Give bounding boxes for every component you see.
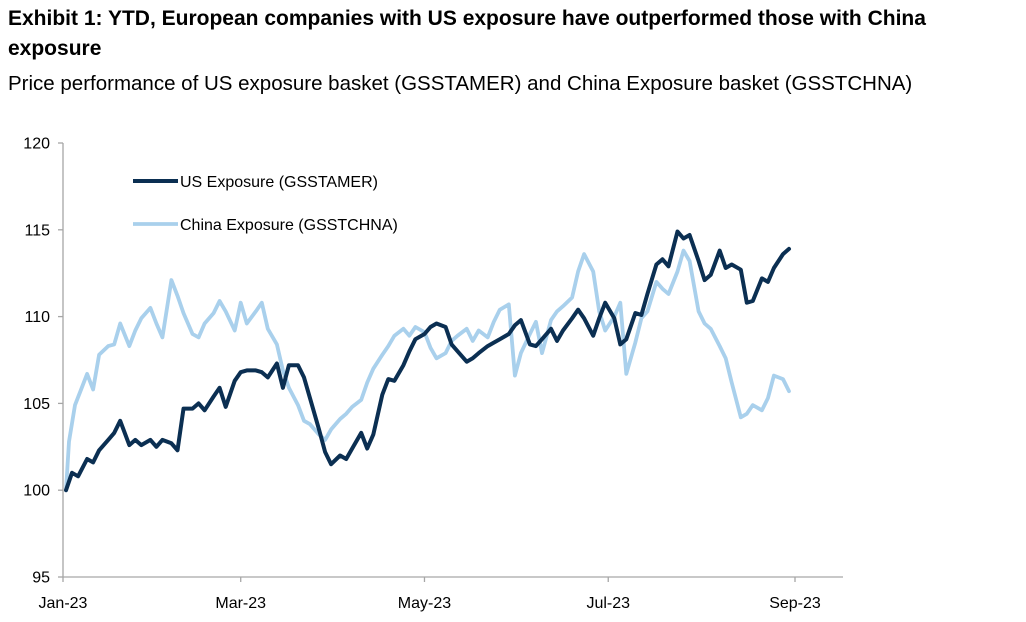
legend-label: China Exposure (GSSTCHNA)	[180, 217, 398, 234]
series-line-us-exposure	[64, 229, 791, 493]
chart-subtitle: Price performance of US exposure basket …	[8, 72, 913, 95]
series-layer	[64, 229, 791, 493]
x-tick-label: Sep-23	[769, 595, 821, 612]
y-tick-label: 100	[23, 483, 50, 500]
x-tick-label: Mar-23	[215, 595, 266, 612]
y-tick-label: 95	[32, 570, 50, 587]
legend: US Exposure (GSSTAMER) China Exposure (GS…	[133, 174, 398, 234]
legend-label: US Exposure (GSSTAMER)	[180, 174, 378, 191]
x-tick-label: Jul-23	[586, 595, 630, 612]
y-tick-label: 115	[24, 222, 50, 239]
chart-title: Exhibit 1: YTD, European companies with …	[8, 7, 926, 60]
x-tick-label: May-23	[398, 595, 451, 612]
chart-axes: 95 100 105 110 115 120 Jan-23 Mar-23 May-23 Jul-2…	[23, 136, 843, 612]
y-tick-label: 110	[24, 309, 50, 326]
y-tick-label: 120	[23, 136, 50, 153]
x-tick-label: Jan-23	[39, 595, 88, 612]
y-tick-label: 105	[23, 396, 50, 413]
series-line-china-exposure	[64, 248, 791, 493]
